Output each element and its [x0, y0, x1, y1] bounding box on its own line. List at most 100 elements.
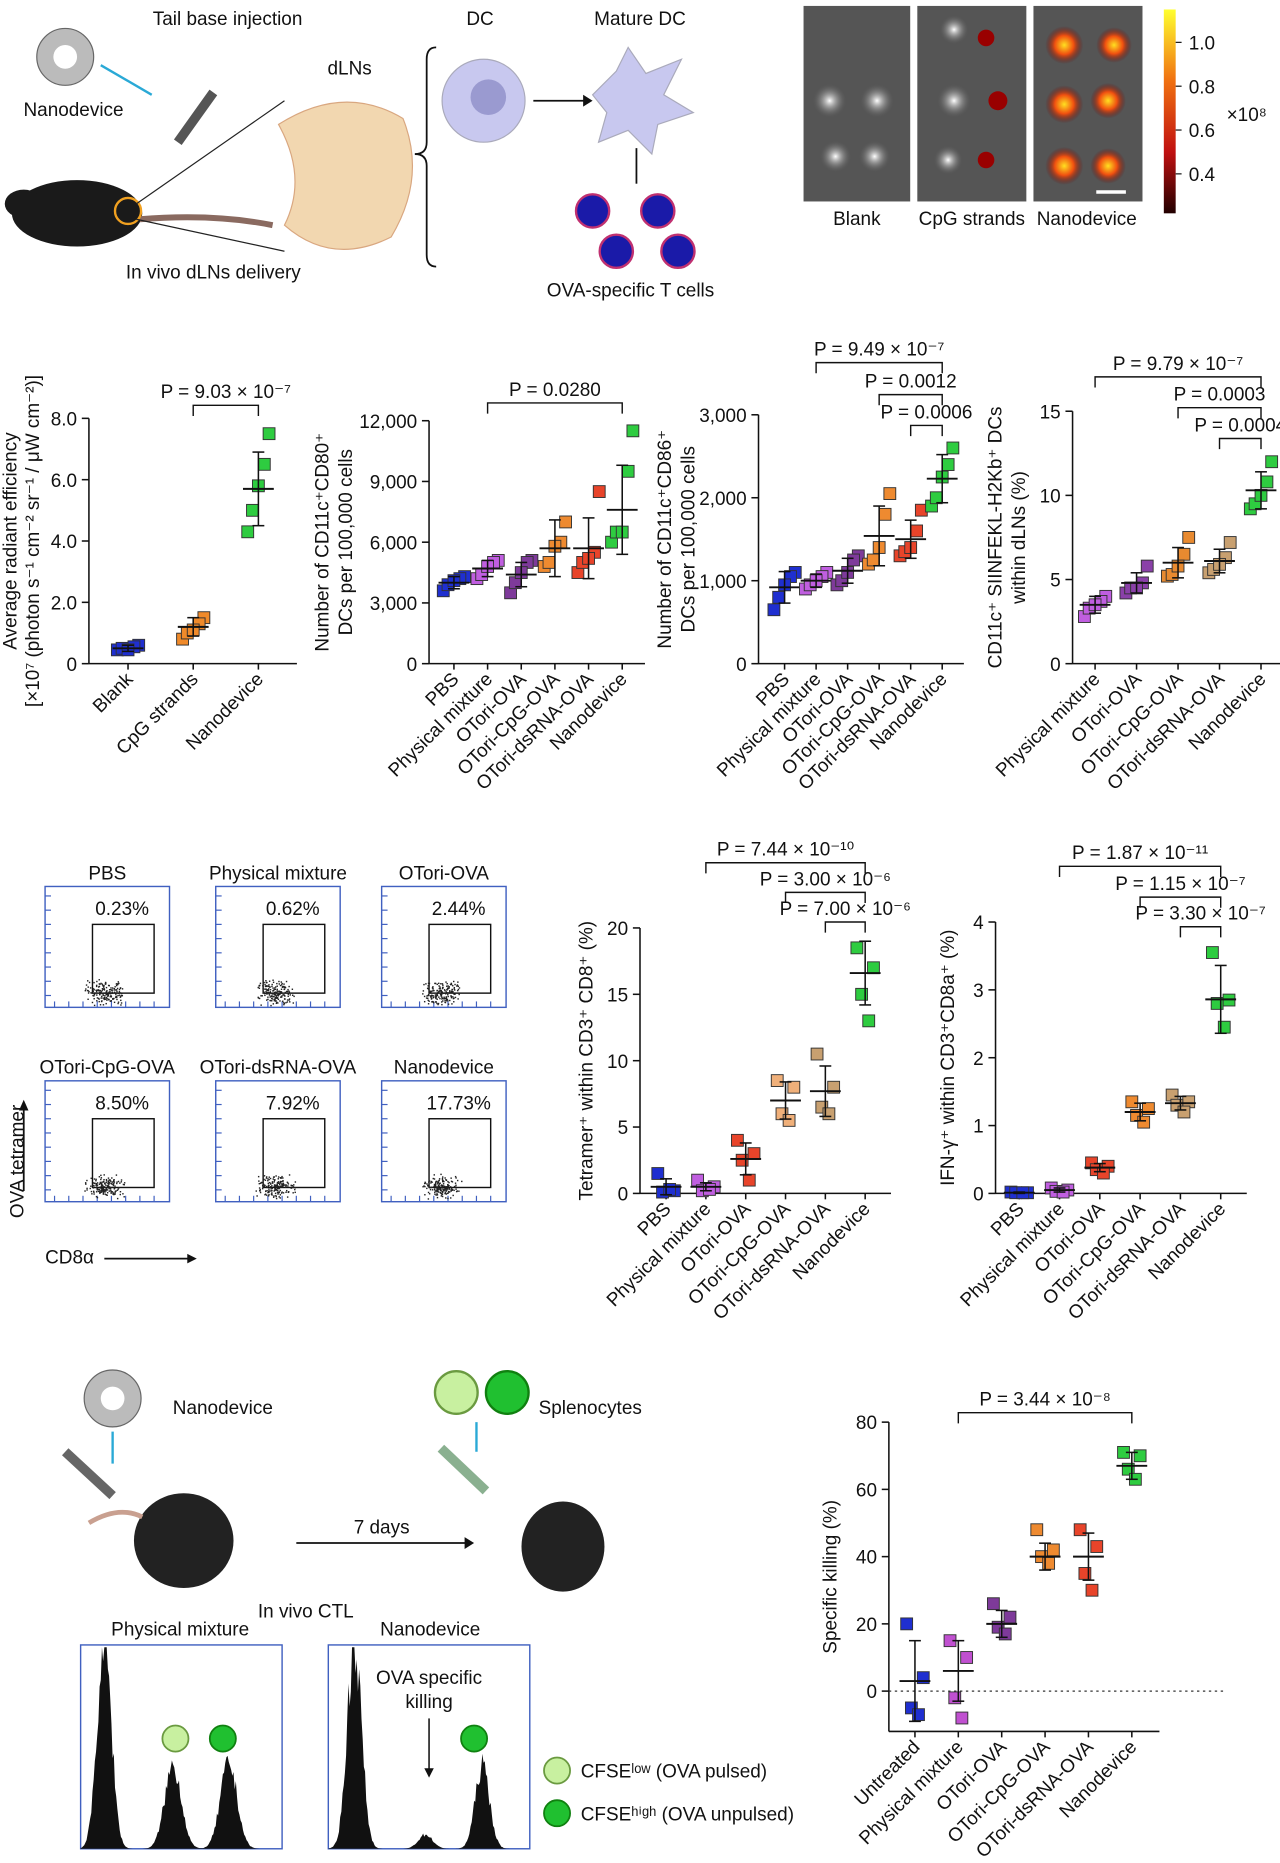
- flow-dot: [265, 1177, 268, 1179]
- flow-dot: [117, 994, 119, 997]
- flow-dot: [447, 1185, 450, 1187]
- y-tick-label: 6,000: [370, 533, 417, 554]
- flow-dot: [112, 1192, 114, 1194]
- flow-dot: [431, 1001, 433, 1003]
- point: [862, 1014, 876, 1028]
- flow-dot: [461, 1180, 463, 1183]
- flow-dot: [445, 1190, 448, 1192]
- flow-dot: [271, 1185, 273, 1187]
- y-tick-label: 0: [618, 1185, 629, 1206]
- flow-dot: [107, 1184, 109, 1187]
- flow-dot: [113, 988, 116, 990]
- flow-dot: [440, 983, 442, 985]
- flow-dot: [427, 997, 429, 1000]
- flow-dot: [451, 1188, 454, 1191]
- flow-dot: [446, 998, 449, 1001]
- flow-dot: [450, 982, 453, 985]
- flow-dot: [122, 1183, 125, 1186]
- flow-dot: [437, 1190, 439, 1192]
- p-bracket: [1058, 865, 1222, 877]
- cfse-low-icon: [161, 1724, 190, 1753]
- flow-dot: [438, 992, 440, 994]
- flow-dot: [109, 995, 112, 998]
- flow-dot: [103, 984, 105, 987]
- flow-dot: [94, 992, 96, 994]
- flow-dot: [440, 1195, 443, 1197]
- flow-dot: [105, 986, 108, 989]
- flow-dot: [278, 1187, 280, 1190]
- flow-dot: [273, 987, 276, 989]
- flow-dot: [437, 1002, 440, 1005]
- flow-dot: [448, 1181, 450, 1184]
- flow-dot: [435, 994, 438, 996]
- flow-dot: [101, 1189, 103, 1192]
- flow-dot: [424, 1181, 426, 1184]
- flow-dot: [436, 989, 438, 992]
- flow-dot: [112, 1183, 114, 1186]
- flow-frame: [215, 1080, 341, 1203]
- flow-dot: [441, 1195, 444, 1198]
- point: [1223, 536, 1237, 549]
- flow-dot: [271, 995, 273, 997]
- flow-title: Nanodevice: [394, 1058, 494, 1079]
- flow-dot: [100, 982, 102, 985]
- flow-dot: [279, 1177, 282, 1179]
- flow-dot: [119, 992, 122, 994]
- flow-dot: [436, 994, 439, 997]
- flow-dot: [98, 1176, 101, 1178]
- flow-dot: [441, 1193, 443, 1196]
- flow-dot: [423, 1185, 425, 1187]
- flow-dot: [264, 988, 266, 990]
- label: In vivo CTL: [258, 1602, 354, 1623]
- flow-dot: [434, 1188, 436, 1190]
- flow-dot: [424, 1185, 426, 1188]
- point: [1078, 1567, 1092, 1580]
- flow-dot: [453, 988, 455, 990]
- y-tick-label: 2,000: [699, 489, 746, 510]
- flow-dot: [87, 990, 89, 992]
- label: DC: [466, 9, 493, 30]
- flow-dot: [273, 1185, 275, 1188]
- flow-dot: [274, 986, 277, 988]
- y-tick-label: 10: [607, 1052, 628, 1073]
- arrowhead: [19, 1099, 29, 1111]
- flow-dot: [438, 1185, 441, 1188]
- point: [262, 427, 276, 441]
- cfse-high-icon: [460, 1724, 489, 1753]
- flow-dot: [439, 993, 442, 996]
- flow-dot: [280, 1185, 283, 1187]
- flow-dot: [90, 992, 92, 994]
- flow-dot: [102, 1191, 104, 1193]
- p-value: P = 0.0280: [509, 380, 601, 401]
- flow-dot: [434, 1185, 436, 1188]
- flow-dot: [279, 1181, 282, 1184]
- flow-dot: [259, 982, 262, 985]
- flow-dot: [110, 1186, 112, 1189]
- flow-dot: [457, 981, 459, 983]
- flow-dot: [258, 987, 261, 989]
- flow-title: OTori-OVA: [399, 863, 490, 884]
- flow-dot: [93, 1191, 95, 1194]
- flow-dot: [429, 991, 432, 993]
- flow-dot: [285, 1191, 287, 1193]
- point: [1170, 1098, 1184, 1112]
- flow-dot: [93, 1178, 96, 1180]
- point: [1073, 1523, 1087, 1537]
- flow-dot: [93, 981, 95, 984]
- flow-dot: [263, 1183, 265, 1186]
- flow-dot: [269, 1177, 272, 1180]
- point: [542, 556, 556, 569]
- flow-dot: [268, 1191, 270, 1194]
- flow-dot: [282, 1185, 284, 1187]
- y-tick-label: 0: [973, 1185, 984, 1206]
- flow-dot: [267, 1185, 270, 1188]
- flow-dot: [445, 997, 448, 999]
- point: [1121, 1462, 1135, 1476]
- flow-dot: [272, 1176, 275, 1178]
- flow-dot: [267, 985, 270, 988]
- flow-dot: [267, 1191, 269, 1194]
- point: [559, 515, 572, 529]
- flow-dot: [458, 1190, 460, 1192]
- flow-dot: [95, 1191, 98, 1193]
- y-tick-label: 1,000: [699, 572, 746, 593]
